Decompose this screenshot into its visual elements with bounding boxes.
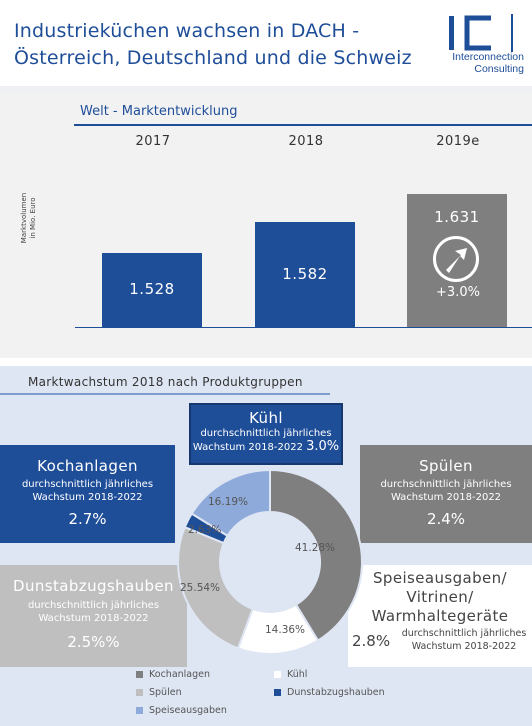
title-line-1: Industrieküchen wachsen in DACH - [14,20,360,42]
bar-2018: 1.582 [255,222,355,327]
callout-dunst-sub1: durchschnittlich jährliches [27,600,160,611]
callout-spuelen-sub2: Wachstum 2018-2022 [390,492,502,503]
bar-value-label-2019e: 1.631 [434,208,480,226]
callout-spuelen-sub1: durchschnittlich jährliches [380,479,512,490]
callout-spuelen-name: Spülen [419,457,473,475]
legend-swatch-speiseausgaben [136,707,143,714]
market-title-underline [74,124,532,126]
page-title: Industrieküchen wachsen in DACH - Österr… [14,18,414,72]
year-label-2019e: 2019e [436,134,480,149]
callout-kochanlagen-name: Kochanlagen [37,457,138,475]
legend-swatch-dunstabzugshauben [274,689,281,696]
callout-kuehl-sub2-row: Wachstum 2018-2022 3.0% [191,440,341,454]
legend-label-kühl: Kühl [287,669,308,680]
callout-dunst-pct: 2.5%% [67,633,120,651]
legend-item-spülen: Spülen [136,687,182,698]
legend-item-speiseausgaben: Speiseausgaben [136,705,227,716]
y-axis-label: Marktvolumen in Mio. Euro [20,192,37,244]
callout-kochanlagen: Kochanlagen durchschnittlich jährliches … [0,445,175,543]
callout-spuelen-pct: 2.4% [426,510,466,528]
callout-kuehl-sub2: Wachstum 2018-2022 [192,442,303,453]
callout-kuehl-sub1: durchschnittlich jährliches [200,428,332,439]
bar-baseline [75,327,532,328]
callout-speise-name-3: Warmhaltegeräte [371,607,509,625]
callout-kuehl-name: Kühl [249,409,283,427]
callout-speise-sub1: durchschnittlich jährliches [401,628,527,639]
donut-label-dunstabzugshauben: 2.63% [188,524,222,536]
callout-kochanlagen-pct: 2.7% [68,510,107,528]
callout-dunst: Dunstabzugshauben durchschnittlich jährl… [0,565,187,667]
legend-item-dunstabzugshauben: Dunstabzugshauben [274,687,385,698]
bar-2017: 1.528 [102,253,202,327]
callout-kuehl: Kühl durchschnittlich jährliches Wachstu… [189,403,343,465]
legend-swatch-kühl [274,671,281,678]
callout-kochanlagen-sub2: Wachstum 2018-2022 [32,492,143,503]
legend-label-speiseausgaben: Speiseausgaben [149,705,227,716]
donut-chart [177,468,363,655]
callout-speise-pct: 2.8% [352,632,391,650]
logo-line-1: Interconnection [452,51,524,63]
legend-label-kochanlagen: Kochanlagen [149,669,211,680]
legend-swatch-kochanlagen [136,671,143,678]
legend-item-kochanlagen: Kochanlagen [136,669,210,680]
donut-slice-spülen [177,525,254,650]
donut-label-kochanlagen: 41.28% [295,542,336,554]
year-label-2017: 2017 [135,134,171,149]
callout-dunst-name: Dunstabzugshauben [13,577,174,595]
callout-speise-sub2: Wachstum 2018-2022 [411,641,517,652]
callout-speise: Speiseausgaben/ Vitrinen/ Warmhaltegerät… [348,565,532,667]
logo-text: Interconnection Consulting [414,51,524,75]
ic-logo-icon [449,14,513,52]
title-line-2: Österreich, Deutschland und die Schweiz [14,47,412,69]
legend-swatch-spülen [136,689,143,696]
donut-label-speiseausgaben: 16.19% [208,496,249,508]
donut-slice-kochanlagen [269,468,363,642]
growth-arrow-icon [433,236,479,282]
callout-kuehl-pct: 3.0% [306,439,340,454]
donut-label-spülen: 25.54% [180,582,221,594]
legend-label-dunstabzugshauben: Dunstabzugshauben [287,687,385,698]
callout-speise-name-2: Vitrinen/ [406,588,474,606]
market-section-title: Welt - Marktentwicklung [80,104,238,119]
donut-label-kühl: 14.36% [265,624,306,636]
bar-value-label-2018: 1.582 [282,264,328,283]
growth-title-underline [0,393,330,395]
growth-section-title: Marktwachstum 2018 nach Produktgruppen [28,375,303,389]
donut-slice-speiseausgaben [190,468,271,538]
callout-kochanlagen-sub1: durchschnittlich jährliches [21,479,154,490]
bar-value-label-2017: 1.528 [129,280,175,298]
logo-line-2: Consulting [474,63,524,75]
legend-item-kühl: Kühl [274,669,307,680]
header-separator [0,86,532,92]
growth-percentage: +3.0% [436,285,480,300]
legend-label-spülen: Spülen [149,687,182,698]
year-label-2018: 2018 [288,134,324,149]
callout-speise-name-1: Speiseausgaben/ [372,569,508,587]
callout-spuelen: Spülen durchschnittlich jährliches Wachs… [360,445,532,543]
callout-dunst-sub2: Wachstum 2018-2022 [38,613,149,624]
